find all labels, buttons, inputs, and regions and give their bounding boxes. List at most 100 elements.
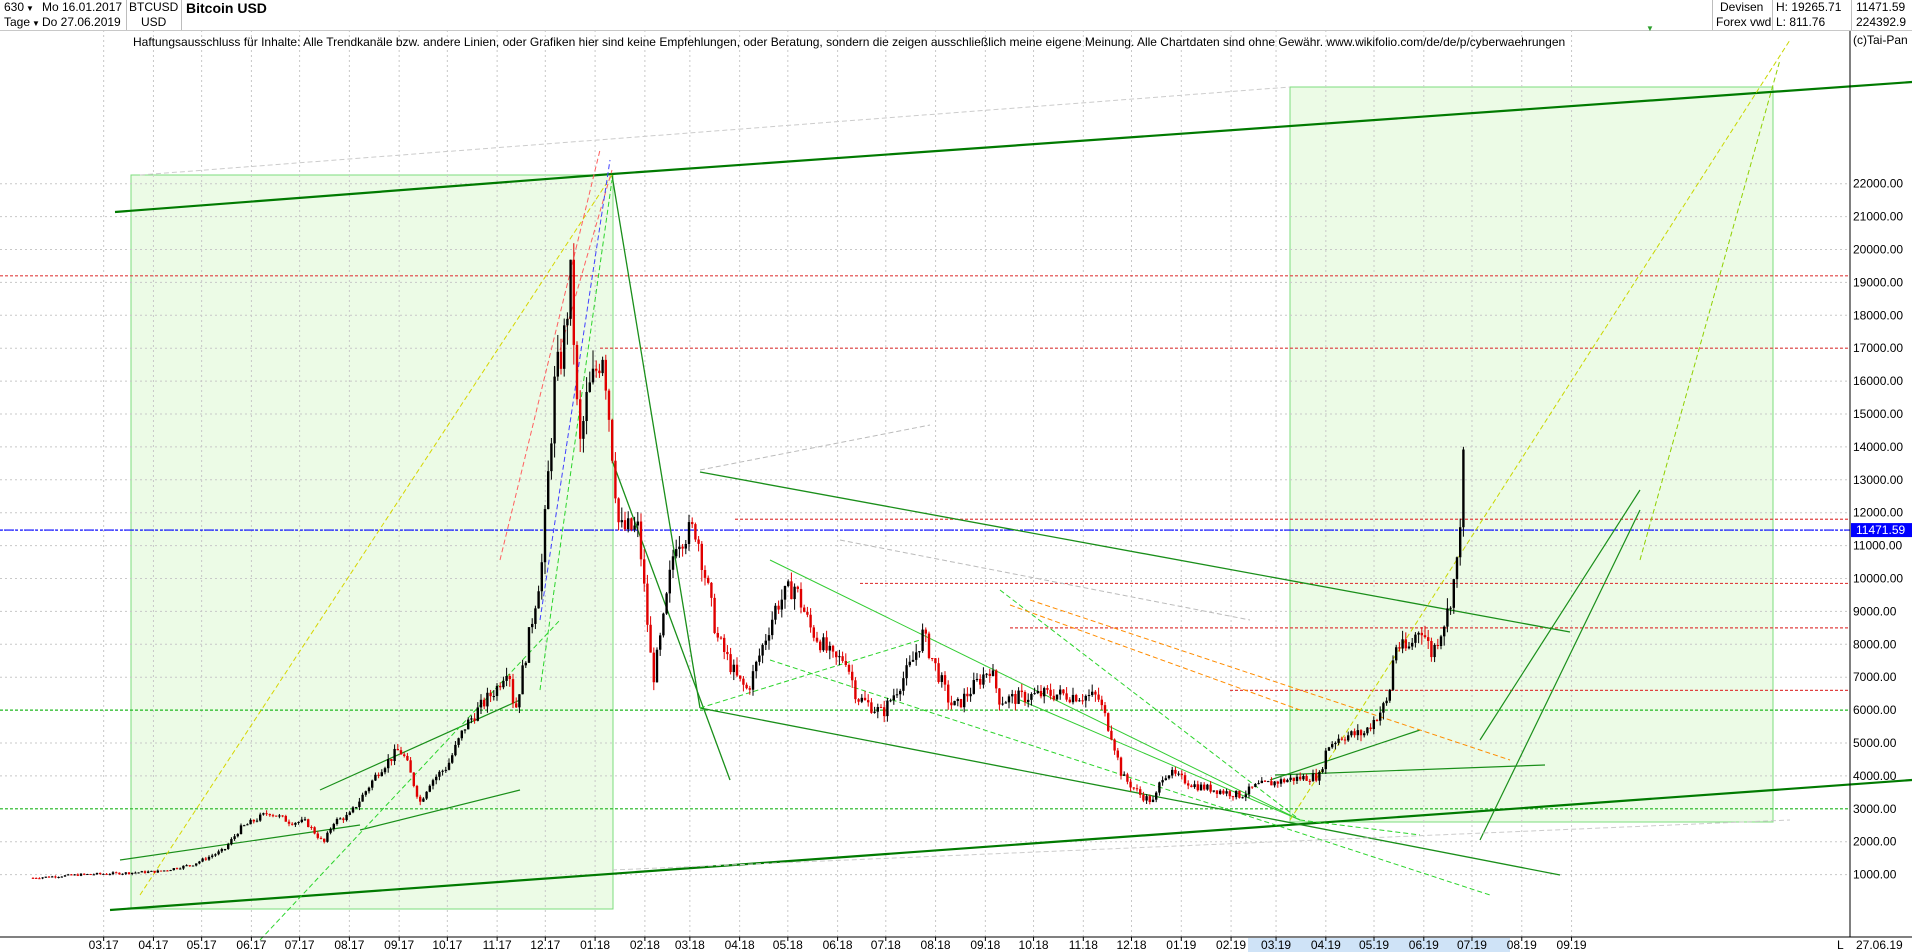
candle-body xyxy=(124,872,127,874)
candle-body xyxy=(563,325,566,369)
candle-body xyxy=(249,819,252,825)
candle-body xyxy=(444,769,447,771)
y-tick-label: 2000.00 xyxy=(1853,835,1897,849)
candle-body xyxy=(598,370,601,374)
candle-body xyxy=(668,569,671,594)
candle-body xyxy=(307,819,310,828)
candle xyxy=(1055,694,1059,701)
candle-body xyxy=(566,318,569,326)
candle-body xyxy=(1436,644,1439,647)
candle xyxy=(223,848,227,852)
candle-body xyxy=(131,872,134,875)
candle-body xyxy=(815,637,819,642)
candle xyxy=(934,658,937,671)
candle xyxy=(1155,791,1158,803)
candle xyxy=(751,664,755,696)
candle-body xyxy=(70,874,73,876)
bar-count-select[interactable]: 630 ▼ xyxy=(4,0,34,14)
candle-body xyxy=(467,719,470,730)
candle-body xyxy=(1084,695,1087,701)
candle-body xyxy=(271,815,275,817)
candle xyxy=(1449,606,1452,615)
candle xyxy=(1398,642,1401,652)
candle xyxy=(963,688,966,713)
candle xyxy=(428,784,431,793)
candle-body xyxy=(841,656,844,661)
candle xyxy=(1430,637,1433,662)
candle xyxy=(790,572,793,600)
candle-body xyxy=(828,645,831,651)
candle-body xyxy=(1007,696,1011,703)
candle xyxy=(975,673,979,682)
candle xyxy=(1279,777,1283,787)
candle xyxy=(47,875,51,878)
candle-body xyxy=(319,837,323,839)
candle xyxy=(927,631,931,660)
date-from[interactable]: Mo 16.01.2017 xyxy=(42,0,123,14)
candle xyxy=(233,834,236,841)
candle xyxy=(1132,787,1135,791)
candle-body xyxy=(419,796,422,802)
candle-body xyxy=(339,818,342,820)
candle-body xyxy=(1158,782,1161,793)
candle-body xyxy=(332,824,335,829)
candle xyxy=(908,655,911,668)
candle-body xyxy=(931,658,934,660)
candle xyxy=(691,517,694,528)
candle-body xyxy=(51,876,54,878)
candle xyxy=(566,312,569,345)
candle xyxy=(767,627,771,650)
candle-body xyxy=(1148,796,1151,802)
candle xyxy=(351,806,355,814)
candle xyxy=(911,651,915,662)
candle-body xyxy=(700,543,703,571)
candle-body xyxy=(1046,688,1049,690)
period-select[interactable]: Tage ▼ xyxy=(4,15,40,29)
candle-body xyxy=(486,692,489,707)
candle-body xyxy=(524,662,527,666)
candle-body xyxy=(499,685,502,688)
candle-body xyxy=(614,460,617,499)
candle xyxy=(1004,700,1007,704)
candle-body xyxy=(1372,719,1375,730)
candle xyxy=(492,690,495,701)
candle-body xyxy=(1273,781,1276,786)
candle-body xyxy=(412,772,415,786)
date-to[interactable]: Do 27.06.2019 xyxy=(42,15,121,29)
candle xyxy=(1254,783,1257,788)
candle xyxy=(793,583,796,610)
candle-body xyxy=(1455,557,1459,580)
candle-body xyxy=(1420,632,1423,636)
candle xyxy=(1391,655,1395,691)
candle-body xyxy=(1356,730,1359,736)
candle-body xyxy=(115,872,118,874)
candle-body xyxy=(1139,789,1142,795)
y-tick-label: 16000.00 xyxy=(1853,374,1903,388)
candle xyxy=(1455,556,1459,588)
candle xyxy=(1081,693,1084,705)
candle-body xyxy=(246,824,249,826)
candle-body xyxy=(1459,527,1462,558)
candle xyxy=(403,752,406,758)
candle-body xyxy=(92,874,95,876)
candle-body xyxy=(403,754,406,756)
chart-title: Bitcoin USD xyxy=(186,0,267,16)
candle-body xyxy=(1433,644,1436,658)
candle-body xyxy=(83,873,86,875)
candle xyxy=(230,837,233,846)
candle xyxy=(838,649,841,666)
candle xyxy=(67,873,70,876)
candle-body xyxy=(1174,769,1177,774)
x-tick-label: 05.18 xyxy=(773,938,803,952)
candle xyxy=(412,772,415,788)
candle-body xyxy=(166,870,169,872)
candle xyxy=(1084,694,1087,708)
candle xyxy=(44,876,47,878)
candle xyxy=(297,821,300,825)
candle xyxy=(943,671,947,692)
candle xyxy=(124,872,127,875)
candle-body xyxy=(1151,799,1155,802)
candle-body xyxy=(380,772,383,777)
candle-body xyxy=(470,718,473,720)
candle-body xyxy=(1081,700,1084,702)
